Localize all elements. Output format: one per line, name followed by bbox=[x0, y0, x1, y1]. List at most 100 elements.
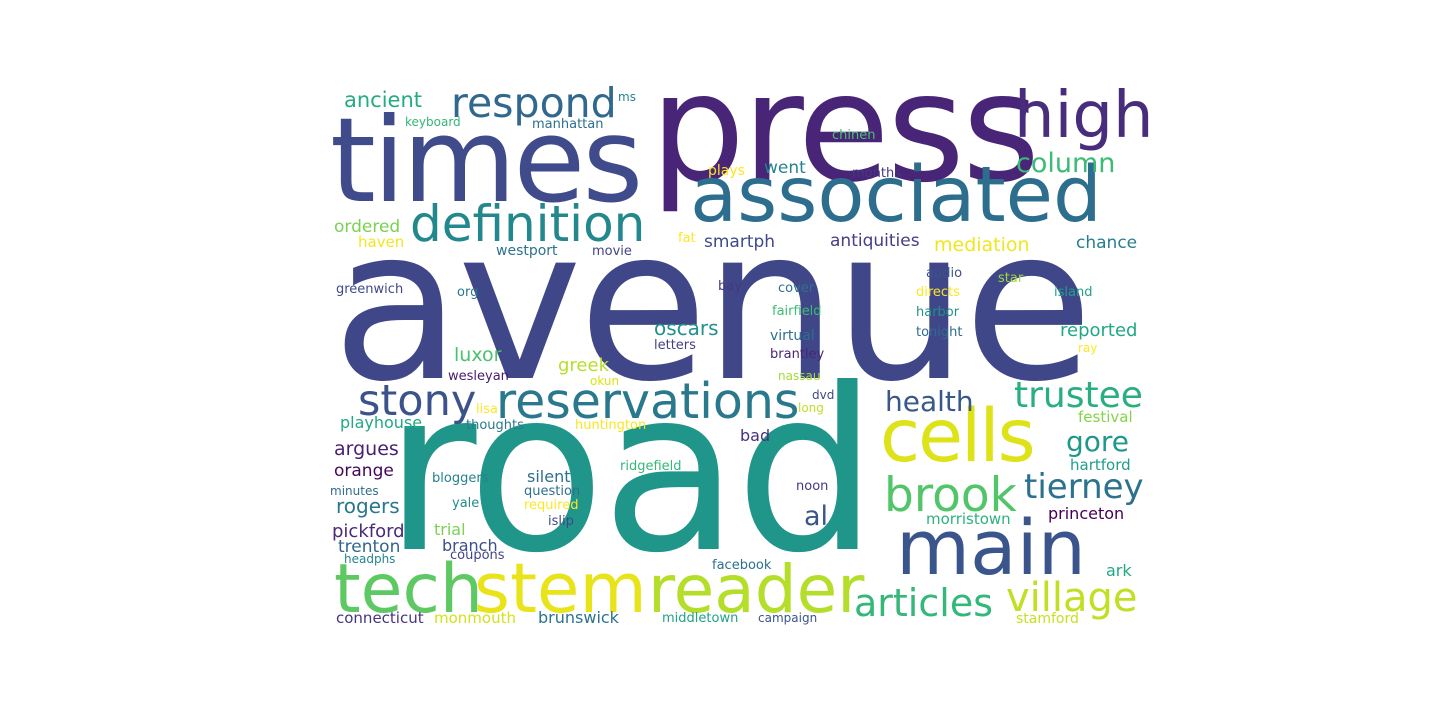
word: road bbox=[384, 341, 878, 603]
word: high bbox=[1014, 79, 1154, 153]
word: middletown bbox=[662, 611, 739, 626]
word: luxor bbox=[454, 344, 502, 366]
word: plays bbox=[708, 163, 745, 179]
word: movie bbox=[592, 244, 632, 259]
word: gore bbox=[1066, 425, 1130, 458]
word: antiquities bbox=[830, 231, 920, 251]
word: branch bbox=[442, 536, 498, 555]
word: ridgefield bbox=[620, 459, 682, 474]
word: greek bbox=[558, 355, 610, 376]
word: morristown bbox=[926, 510, 1011, 528]
word: ms bbox=[618, 90, 636, 104]
word: tech bbox=[334, 550, 483, 629]
word: column bbox=[1016, 148, 1116, 179]
word: oscars bbox=[654, 316, 719, 340]
word: greenwich bbox=[336, 282, 404, 297]
word: islip bbox=[548, 514, 574, 529]
word: fat bbox=[678, 231, 696, 246]
word: ordered bbox=[334, 217, 401, 237]
word: lisa bbox=[476, 402, 498, 417]
word: ancient bbox=[344, 88, 423, 112]
word: letters bbox=[654, 338, 696, 353]
word: main bbox=[896, 503, 1086, 592]
word: fairfield bbox=[772, 304, 822, 319]
word: articles bbox=[854, 581, 993, 625]
word: silent bbox=[527, 467, 571, 486]
word: coupons bbox=[450, 548, 505, 563]
word: ray bbox=[1078, 341, 1098, 355]
word: ark bbox=[1106, 561, 1132, 580]
word: village bbox=[1006, 575, 1138, 621]
word: required bbox=[524, 498, 579, 513]
word: reported bbox=[1060, 320, 1138, 341]
word: island bbox=[1054, 285, 1093, 300]
word: haven bbox=[358, 233, 405, 251]
word: stem bbox=[474, 549, 647, 629]
word: audio bbox=[926, 266, 963, 281]
word: princeton bbox=[1048, 504, 1125, 523]
word: cover bbox=[778, 281, 815, 296]
word: trial bbox=[434, 520, 466, 539]
word: monmouth bbox=[434, 609, 516, 627]
word: argues bbox=[334, 438, 399, 460]
word: avenue bbox=[332, 182, 1093, 428]
word: connecticut bbox=[336, 609, 424, 627]
word: trenton bbox=[338, 537, 401, 557]
word: stony bbox=[358, 376, 477, 426]
word: question bbox=[524, 484, 581, 499]
word: org bbox=[457, 285, 479, 300]
word: mediation bbox=[934, 234, 1030, 256]
word: bloggers bbox=[432, 471, 489, 486]
word: bay bbox=[718, 279, 742, 294]
word: facebook bbox=[712, 558, 772, 573]
word: rogers bbox=[336, 494, 400, 518]
word: hartford bbox=[1070, 456, 1131, 474]
word: long bbox=[798, 401, 824, 415]
word: reservations bbox=[496, 373, 800, 430]
word: keyboard bbox=[405, 115, 461, 129]
word: respond bbox=[451, 79, 617, 127]
word: wesleyan bbox=[448, 369, 509, 384]
word: reader bbox=[648, 551, 865, 628]
word: nassau bbox=[778, 369, 821, 383]
word: dvd bbox=[812, 388, 835, 402]
word: manhattan bbox=[532, 117, 604, 132]
word: cells bbox=[880, 394, 1036, 479]
word: virtual bbox=[770, 328, 815, 344]
word: definition bbox=[410, 195, 646, 253]
word: bad bbox=[740, 426, 771, 445]
word: star bbox=[998, 271, 1024, 286]
word: press bbox=[650, 42, 1040, 216]
word: harbor bbox=[916, 305, 960, 320]
word: okun bbox=[590, 374, 620, 388]
word: al bbox=[804, 501, 829, 532]
word: orange bbox=[334, 461, 394, 481]
word: stamford bbox=[1016, 611, 1079, 627]
word: westport bbox=[496, 243, 558, 259]
word: minutes bbox=[330, 484, 379, 498]
word: brantley bbox=[770, 347, 825, 362]
word: headphs bbox=[344, 552, 396, 566]
word: trustee bbox=[1014, 375, 1143, 416]
word: playhouse bbox=[340, 413, 423, 432]
word: festival bbox=[1078, 408, 1133, 426]
word: campaign bbox=[758, 611, 818, 625]
word: chance bbox=[1076, 233, 1138, 253]
word: health bbox=[885, 385, 974, 418]
word: associated bbox=[690, 151, 1102, 240]
word: directs bbox=[916, 285, 960, 300]
word: noon bbox=[796, 479, 829, 494]
word: pickford bbox=[332, 521, 405, 542]
word: huntington bbox=[575, 418, 647, 433]
word: times bbox=[330, 92, 643, 229]
word: tonight bbox=[916, 325, 963, 340]
word: brook bbox=[884, 468, 1017, 523]
word: went bbox=[764, 158, 806, 178]
word: months bbox=[852, 166, 901, 181]
word: yale bbox=[452, 496, 480, 511]
word: thoughts bbox=[466, 418, 524, 433]
word: chinen bbox=[832, 128, 876, 143]
word: smartph bbox=[704, 232, 776, 252]
word: tierney bbox=[1024, 467, 1144, 507]
